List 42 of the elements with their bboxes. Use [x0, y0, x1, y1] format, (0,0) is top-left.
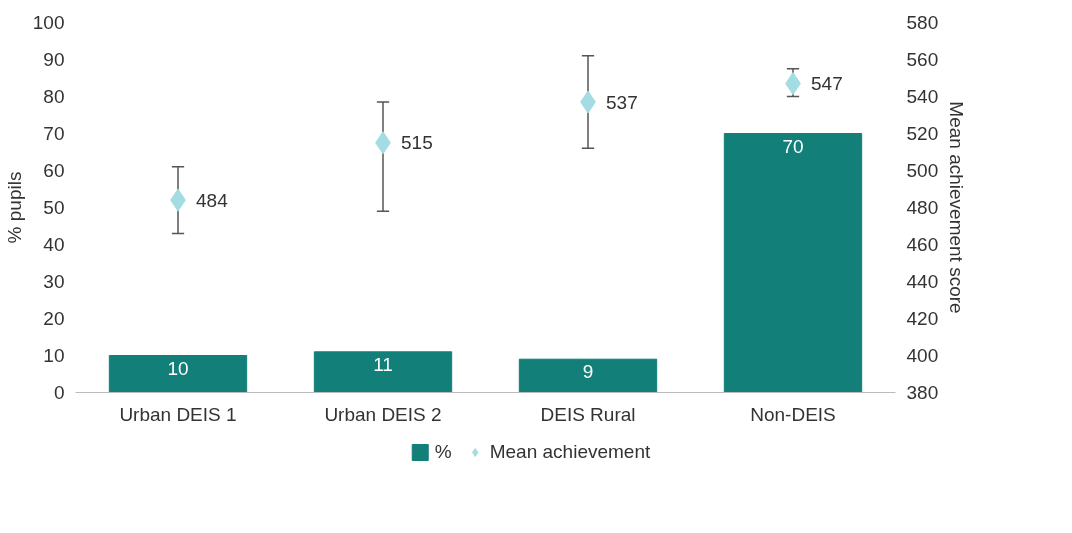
y2-tick-label: 540 — [906, 86, 939, 107]
y-tick-label: 30 — [43, 271, 65, 292]
data-label: 70 — [782, 135, 804, 157]
data-label: 9 — [582, 361, 594, 383]
x-tick-label: Non-DEIS — [750, 403, 836, 425]
bar — [723, 133, 863, 393]
data-label: 515 — [401, 132, 433, 154]
data-label: 547 — [811, 73, 843, 95]
bar — [518, 358, 658, 393]
y2-tick-label: 560 — [906, 49, 939, 70]
y-tick-label: 80 — [43, 86, 65, 107]
y-tick-label: 100 — [32, 12, 65, 33]
data-label: 484 — [196, 189, 229, 211]
data-label: 10 — [167, 357, 189, 379]
bar — [108, 355, 248, 393]
y2-tick-label: 500 — [906, 160, 939, 181]
data-label: 537 — [606, 91, 638, 113]
y-tick-label: 60 — [43, 160, 65, 181]
y2-axis-title: Mean achievement score — [946, 101, 968, 314]
y-axis-title: % pupils — [3, 171, 25, 244]
y2-tick-label: 520 — [906, 123, 939, 144]
y-tick-label: 0 — [53, 382, 65, 403]
legend-label: Mean achievement — [489, 441, 651, 463]
y2-tick-label: 460 — [906, 234, 939, 255]
x-tick-label: DEIS Rural — [540, 403, 636, 425]
x-tick-label: Urban DEIS 2 — [324, 403, 442, 425]
y2-tick-label: 380 — [906, 382, 939, 403]
y-tick-label: 10 — [43, 345, 65, 366]
y2-tick-label: 580 — [906, 12, 939, 33]
y2-tick-label: 420 — [906, 308, 939, 329]
legend-label: % — [434, 441, 453, 463]
y-tick-label: 20 — [43, 308, 65, 329]
y2-tick-label: 440 — [906, 271, 939, 292]
bar — [313, 351, 453, 393]
y-tick-label: 70 — [43, 123, 65, 144]
y2-tick-label: 480 — [906, 197, 939, 218]
data-label: 11 — [373, 353, 393, 375]
y-tick-label: 40 — [43, 234, 65, 255]
y-tick-label: 90 — [43, 49, 65, 70]
x-tick-label: Urban DEIS 1 — [119, 403, 237, 425]
y2-tick-label: 400 — [906, 345, 939, 366]
y-tick-label: 50 — [43, 197, 65, 218]
